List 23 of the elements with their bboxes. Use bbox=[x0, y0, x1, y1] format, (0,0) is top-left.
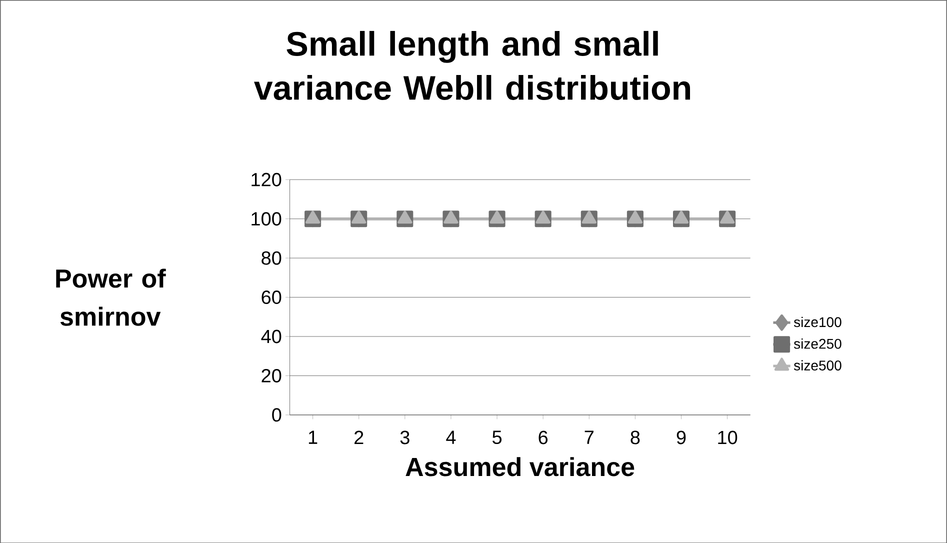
y-tick-label: 80 bbox=[262, 251, 282, 265]
x-tick-label: 3 bbox=[400, 430, 410, 444]
x-tick-label: 7 bbox=[584, 430, 594, 444]
y-tick-label: 0 bbox=[272, 408, 282, 422]
y-axis-title: Power of smirnov bbox=[56, 268, 166, 326]
x-tick-label: 1 bbox=[308, 430, 318, 444]
x-axis-title: Assumed variance bbox=[406, 456, 634, 476]
y-tick-label: 120 bbox=[252, 172, 282, 186]
legend-label: size100 bbox=[794, 316, 842, 327]
y-tick-label: 40 bbox=[261, 330, 282, 343]
legend-label: size250 bbox=[794, 338, 842, 349]
x-tick-label: 6 bbox=[538, 430, 548, 444]
y-tick-label: 100 bbox=[252, 212, 282, 226]
y-tick-label: 20 bbox=[262, 368, 282, 382]
x-tick-label: 2 bbox=[354, 430, 364, 444]
x-tick-label: 9 bbox=[676, 430, 686, 444]
y-tick-label: 60 bbox=[262, 290, 282, 304]
x-tick-label: 5 bbox=[492, 430, 502, 444]
x-tick-label: 10 bbox=[718, 430, 738, 444]
legend-label: size500 bbox=[794, 360, 842, 370]
x-tick-label: 8 bbox=[630, 430, 640, 444]
x-tick-label: 4 bbox=[446, 430, 456, 444]
chart-title: Small length and small variance Webll distribution bbox=[254, 30, 690, 100]
